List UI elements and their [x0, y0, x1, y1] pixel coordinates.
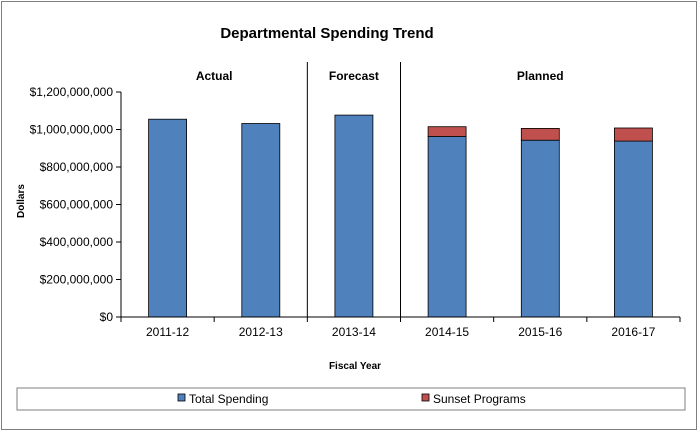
bar-sunset-2016-17 — [614, 127, 653, 142]
x-tick-label: 2015-16 — [518, 325, 562, 339]
x-tick-label: 2016-17 — [611, 325, 655, 339]
y-tick-label: $1,200,000,000 — [30, 85, 114, 99]
chart-title: Departmental Spending Trend — [220, 25, 433, 42]
x-tick-label: 2012-13 — [239, 325, 283, 339]
y-axis-title: Dollars — [16, 184, 27, 218]
section-label: Actual — [196, 69, 233, 83]
y-tick-label: $400,000,000 — [40, 235, 114, 249]
bar-total-2012-13 — [241, 123, 281, 318]
section-label: Planned — [517, 69, 564, 83]
x-tick-label: 2011-12 — [146, 325, 189, 339]
legend-swatch — [177, 393, 186, 402]
y-tick-label: $0 — [100, 310, 114, 324]
y-tick-label: $800,000,000 — [40, 160, 114, 174]
y-axis: $0 $200,000,000 $400,000,000 $600,000,000 $8… — [30, 85, 122, 324]
bar-total-2014-15 — [427, 135, 467, 318]
y-tick-label: $200,000,000 — [40, 273, 114, 287]
legend-box — [16, 387, 686, 411]
bar-total-2016-17 — [614, 140, 653, 318]
bar-total-2013-14 — [334, 114, 374, 318]
x-tick-label: 2014-15 — [425, 325, 469, 339]
section-labels: Actual Forecast Planned — [196, 69, 564, 83]
legend-swatch — [421, 393, 430, 402]
section-label: Forecast — [329, 69, 379, 83]
y-tick-label: $1,000,000,000 — [30, 123, 114, 137]
x-axis-title: Fiscal Year — [329, 361, 381, 372]
bar-total-2015-16 — [520, 139, 560, 318]
section-dividers — [306, 62, 401, 317]
bar-total-2011-12 — [148, 118, 188, 318]
legend-label: Total Spending — [189, 392, 268, 406]
legend: Total Spending Sunset Programs — [16, 387, 686, 411]
bar-sunset-2015-16 — [520, 127, 560, 141]
x-tick-label: 2013-14 — [332, 325, 376, 339]
x-axis: 2011-12 2012-13 2013-14 2014-15 2015-16 2016-… — [120, 316, 681, 339]
bar-sunset-2014-15 — [427, 126, 467, 137]
y-tick-label: $600,000,000 — [40, 198, 114, 212]
bars — [148, 114, 653, 318]
legend-label: Sunset Programs — [433, 392, 526, 406]
